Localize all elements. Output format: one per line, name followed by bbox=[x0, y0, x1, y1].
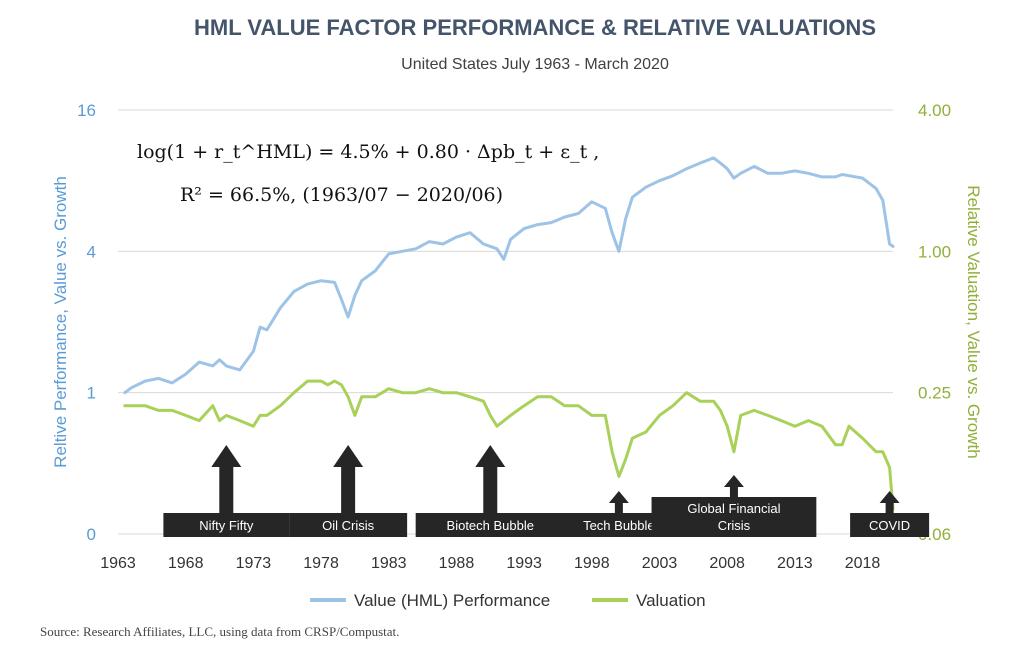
right-tick-label: 0.25 bbox=[918, 384, 951, 403]
event-annotation: Nifty Fifty bbox=[163, 445, 290, 537]
event-arrow bbox=[608, 491, 629, 513]
event-label: COVID bbox=[869, 518, 910, 533]
x-tick-label: 1968 bbox=[168, 555, 204, 572]
source-note: Source: Research Affiliates, LLC, using … bbox=[40, 624, 399, 639]
x-tick-label: 2018 bbox=[845, 555, 881, 572]
event-annotation: Global Financial Crisis bbox=[651, 475, 817, 537]
x-tick-label: 2003 bbox=[642, 555, 678, 572]
right-axis-label: Relative Valuation, Value vs. Growth bbox=[964, 185, 983, 458]
x-tick-label: 1998 bbox=[574, 555, 610, 572]
event-arrow bbox=[475, 445, 506, 513]
x-tick-label: 1963 bbox=[100, 555, 136, 572]
x-tick-label: 2013 bbox=[777, 555, 813, 572]
event-label: Global Financial bbox=[687, 501, 780, 516]
x-axis-ticks: 1963 1968 1973 1978 1983 1988 1993 1998 2003 2008… bbox=[100, 555, 880, 572]
left-tick-label: 16 bbox=[77, 101, 96, 120]
event-label-box bbox=[415, 513, 565, 537]
event-arrow bbox=[879, 491, 900, 513]
legend-label: Valuation bbox=[636, 591, 706, 610]
x-tick-label: 1993 bbox=[506, 555, 542, 572]
event-label: Biotech Bubble bbox=[447, 518, 534, 533]
x-tick-label: 1988 bbox=[439, 555, 475, 572]
event-label-box bbox=[289, 513, 408, 537]
series-line-valuation bbox=[123, 379, 895, 511]
chart-subtitle: United States July 1963 - March 2020 bbox=[401, 56, 669, 73]
right-axis-ticks: 0.060.251.004.00 bbox=[918, 101, 951, 544]
series-line-value-hml-performance bbox=[123, 156, 895, 395]
event-label: Crisis bbox=[718, 518, 751, 533]
formula-line-1: log(1 + r_t^HML) = 4.5% + 0.80 · Δpb_t +… bbox=[137, 141, 599, 163]
event-label: Nifty Fifty bbox=[199, 518, 254, 533]
chart-title: HML VALUE FACTOR PERFORMANCE & RELATIVE … bbox=[194, 15, 876, 40]
event-label: Tech Bubble bbox=[583, 518, 655, 533]
left-tick-label: 1 bbox=[87, 384, 96, 403]
event-label-box bbox=[651, 497, 817, 537]
event-arrow bbox=[333, 445, 364, 513]
legend-label: Value (HML) Performance bbox=[354, 591, 550, 610]
left-tick-label: 4 bbox=[87, 242, 96, 261]
legend: Value (HML) Performance Valuation bbox=[310, 591, 706, 610]
event-arrow bbox=[723, 475, 744, 497]
event-label: Oil Crisis bbox=[322, 518, 374, 533]
x-tick-label: 1983 bbox=[371, 555, 407, 572]
right-tick-label: 1.00 bbox=[918, 242, 951, 261]
formula-line-2: R² = 66.5%, (1963/07 − 2020/06) bbox=[180, 184, 503, 206]
event-annotation: COVID bbox=[850, 491, 930, 537]
left-axis-label: Reltive Performance, Value vs. Growth bbox=[51, 176, 70, 468]
left-tick-label: 0 bbox=[87, 525, 96, 544]
series-layer bbox=[123, 156, 895, 511]
x-tick-label: 1973 bbox=[236, 555, 272, 572]
event-arrow bbox=[211, 445, 242, 513]
event-annotation: Oil Crisis bbox=[289, 445, 408, 537]
left-axis-ticks: 0 1 4 16 bbox=[77, 101, 96, 544]
event-annotations: Nifty Fifty Oil Crisis Biotech Bubble Tech … bbox=[163, 445, 930, 537]
x-tick-label: 2008 bbox=[709, 555, 745, 572]
right-tick-label: 4.00 bbox=[918, 101, 951, 120]
x-tick-label: 1978 bbox=[303, 555, 339, 572]
event-annotation: Biotech Bubble bbox=[415, 445, 565, 537]
event-label-box bbox=[850, 513, 930, 537]
event-label-box bbox=[163, 513, 290, 537]
